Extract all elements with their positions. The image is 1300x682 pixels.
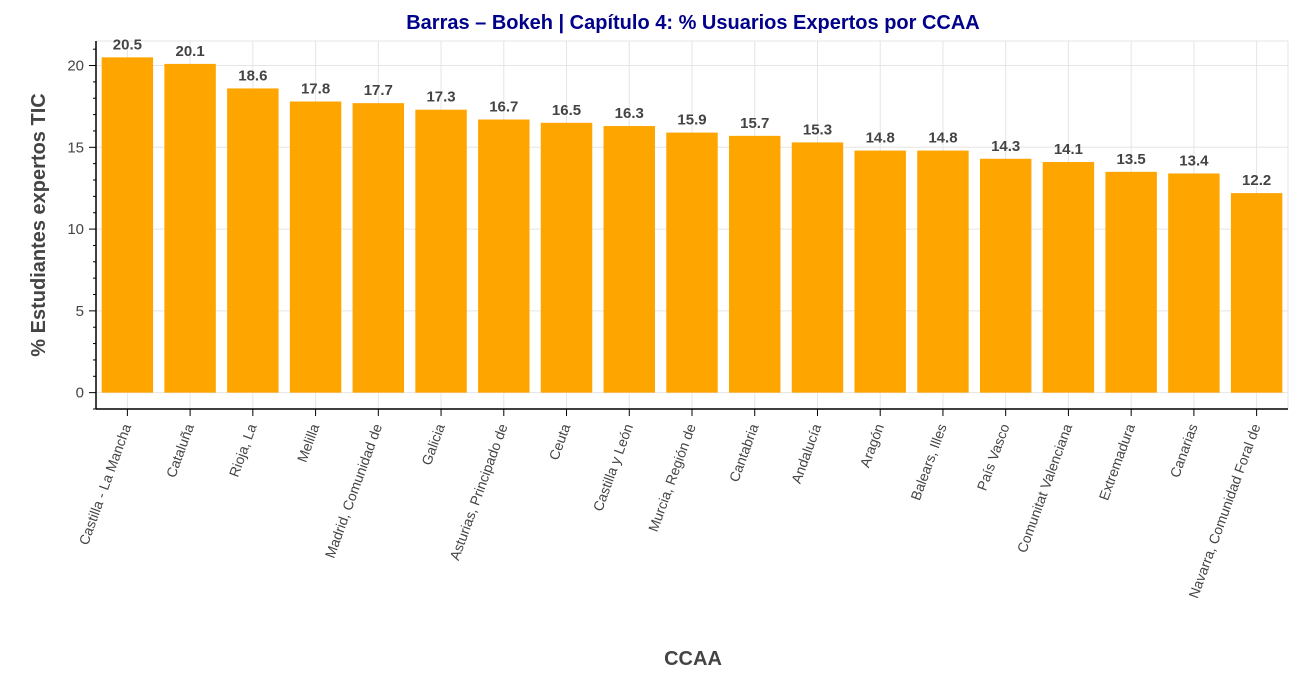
x-axis-label: CCAA [664, 648, 722, 670]
data-label: 14.1 [1054, 141, 1083, 158]
x-tick-label: Navarra, Comunidad Foral de [1185, 421, 1263, 600]
y-tick-label: 20 [67, 58, 84, 75]
y-ticks: 0 5 10 15 20 [67, 48, 96, 410]
bar [164, 63, 216, 393]
data-label: 17.3 [426, 89, 455, 106]
x-tick-label: Rioja, La [226, 421, 260, 479]
x-tick-label: Cataluña [163, 421, 197, 479]
x-tick-label: Canarias [1167, 422, 1201, 480]
chart-title: Barras – Bokeh | Capítulo 4: % Usuarios … [406, 12, 980, 34]
data-label: 16.7 [489, 99, 518, 116]
bar [979, 158, 1032, 393]
y-tick-label: 5 [76, 303, 84, 320]
data-label: 16.5 [552, 102, 581, 119]
bar [227, 88, 279, 393]
data-label: 18.6 [238, 67, 267, 84]
x-tick-label: Madrid, Comunidad de [322, 421, 386, 560]
data-label: 15.9 [677, 112, 706, 129]
bar [415, 109, 467, 393]
bars [101, 57, 1283, 393]
y-tick-label: 15 [67, 139, 84, 156]
data-label: 20.5 [113, 36, 142, 53]
data-label: 14.8 [866, 130, 895, 147]
bar [352, 103, 405, 393]
bar [729, 135, 781, 393]
x-ticks: Castilla - La Mancha Cataluña Rioja, La Mel… [76, 409, 1264, 600]
data-label: 12.2 [1242, 172, 1271, 189]
bar [666, 132, 718, 393]
bar [791, 142, 844, 393]
bar [101, 57, 154, 393]
x-tick-label: Balears, Illes [907, 422, 949, 503]
x-tick-label: País Vasco [974, 421, 1013, 492]
bar [1230, 193, 1283, 393]
bar [1168, 173, 1220, 393]
x-tick-label: Cantabria [726, 421, 762, 484]
data-label: 17.7 [364, 82, 393, 99]
bar [1042, 162, 1095, 393]
x-tick-label: Andalucía [788, 421, 824, 485]
bar [603, 126, 655, 393]
bar [478, 119, 530, 393]
data-label: 17.8 [301, 81, 330, 98]
data-labels: 20.5 20.1 18.6 17.8 17.7 17.3 16.7 16.5 16.3 15.9… [113, 36, 1271, 189]
bar [854, 150, 906, 393]
data-label: 13.5 [1117, 151, 1146, 168]
x-tick-label: Galicia [418, 421, 448, 467]
x-tick-label: Castilla - La Mancha [76, 421, 135, 547]
bar [1105, 171, 1157, 393]
bar [540, 122, 593, 393]
data-label: 15.3 [803, 121, 832, 138]
x-tick-label: Extremadura [1096, 421, 1139, 502]
data-label: 13.4 [1179, 152, 1209, 169]
y-axis-label: % Estudiantes expertos TIC [28, 93, 50, 356]
y-tick-label: 10 [67, 221, 84, 238]
x-tick-label: Melilla [294, 421, 323, 464]
data-label: 15.7 [740, 115, 769, 132]
x-tick-label: Aragón [857, 422, 887, 470]
x-tick-label: Murcia, Región de [645, 421, 699, 533]
y-tick-label: 0 [76, 385, 84, 402]
data-label: 14.8 [928, 130, 957, 147]
x-tick-label: Comunitat Valenciana [1014, 421, 1076, 554]
bar [289, 101, 342, 393]
x-tick-label: Asturias, Principado de [446, 421, 510, 562]
data-label: 14.3 [991, 138, 1020, 155]
data-label: 16.3 [615, 105, 644, 122]
bar [917, 150, 969, 393]
x-tick-label: Ceuta [546, 421, 574, 462]
x-tick-label: Castilla y León [590, 422, 636, 514]
data-label: 20.1 [176, 43, 205, 60]
